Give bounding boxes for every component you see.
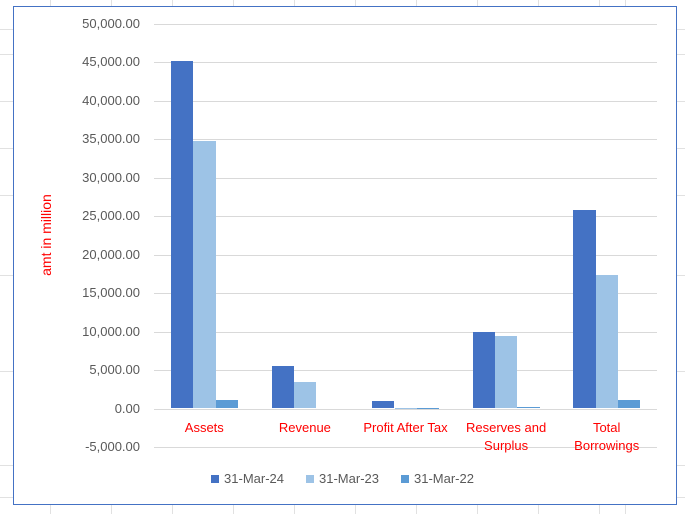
legend-item[interactable]: 31-Mar-24 xyxy=(211,471,284,486)
y-axis-title: amt in million xyxy=(38,194,54,276)
gridline xyxy=(154,24,657,25)
gridline xyxy=(154,447,657,448)
bar[interactable] xyxy=(215,400,238,409)
bar[interactable] xyxy=(193,140,216,409)
gridline xyxy=(154,178,657,179)
legend-swatch-icon xyxy=(211,474,220,483)
x-category-label: Revenue xyxy=(278,420,331,435)
legend-item[interactable]: 31-Mar-22 xyxy=(400,471,474,486)
gridline xyxy=(154,101,657,102)
gridline xyxy=(154,62,657,63)
legend[interactable]: 31-Mar-24 31-Mar-23 31-Mar-22 xyxy=(0,471,685,486)
gridline xyxy=(154,216,657,217)
x-category-label: Assets xyxy=(184,420,224,435)
x-category-label: Reserves and Surplus xyxy=(465,420,547,453)
y-tick-label: 15,000.00 xyxy=(82,285,140,300)
y-tick-label: 35,000.00 xyxy=(82,131,140,146)
y-tick-label: 30,000.00 xyxy=(82,170,140,185)
y-tick-label: -5,000.00 xyxy=(85,439,140,454)
legend-item[interactable]: 31-Mar-23 xyxy=(306,471,379,486)
legend-swatch-icon xyxy=(306,474,315,483)
bar[interactable] xyxy=(416,407,440,409)
bar[interactable] xyxy=(372,401,395,409)
y-tick-label: 20,000.00 xyxy=(82,247,140,262)
gridline xyxy=(154,332,657,333)
y-tick-label: 40,000.00 xyxy=(82,93,140,108)
y-tick-label: 50,000.00 xyxy=(82,16,140,31)
gridline xyxy=(154,139,657,140)
bar[interactable] xyxy=(517,407,540,409)
bar[interactable] xyxy=(394,408,417,410)
legend-label: 31-Mar-24 xyxy=(224,471,285,486)
y-tick-label: 10,000.00 xyxy=(82,324,140,339)
bar[interactable] xyxy=(472,331,496,409)
bar[interactable] xyxy=(595,274,618,409)
y-tick-label: 25,000.00 xyxy=(82,208,140,223)
bar[interactable] xyxy=(271,365,294,409)
y-tick-label: 45,000.00 xyxy=(82,54,140,69)
x-category-label: Profit After Tax xyxy=(363,420,448,435)
gridline xyxy=(154,370,657,371)
bar[interactable] xyxy=(495,335,518,409)
y-tick-label: 5,000.00 xyxy=(89,362,140,377)
y-tick-label: 0.00 xyxy=(114,401,140,416)
bar[interactable] xyxy=(618,400,641,409)
gridline xyxy=(154,255,657,256)
legend-label: 31-Mar-23 xyxy=(319,471,379,486)
bar[interactable] xyxy=(293,381,317,409)
gridline xyxy=(154,293,657,294)
legend-swatch-icon xyxy=(400,474,409,483)
gridline xyxy=(154,409,657,410)
legend-label: 31-Mar-22 xyxy=(413,471,474,486)
bar[interactable] xyxy=(573,209,596,409)
bar[interactable] xyxy=(171,61,194,409)
x-category-label: Total Borrowings xyxy=(574,420,640,453)
